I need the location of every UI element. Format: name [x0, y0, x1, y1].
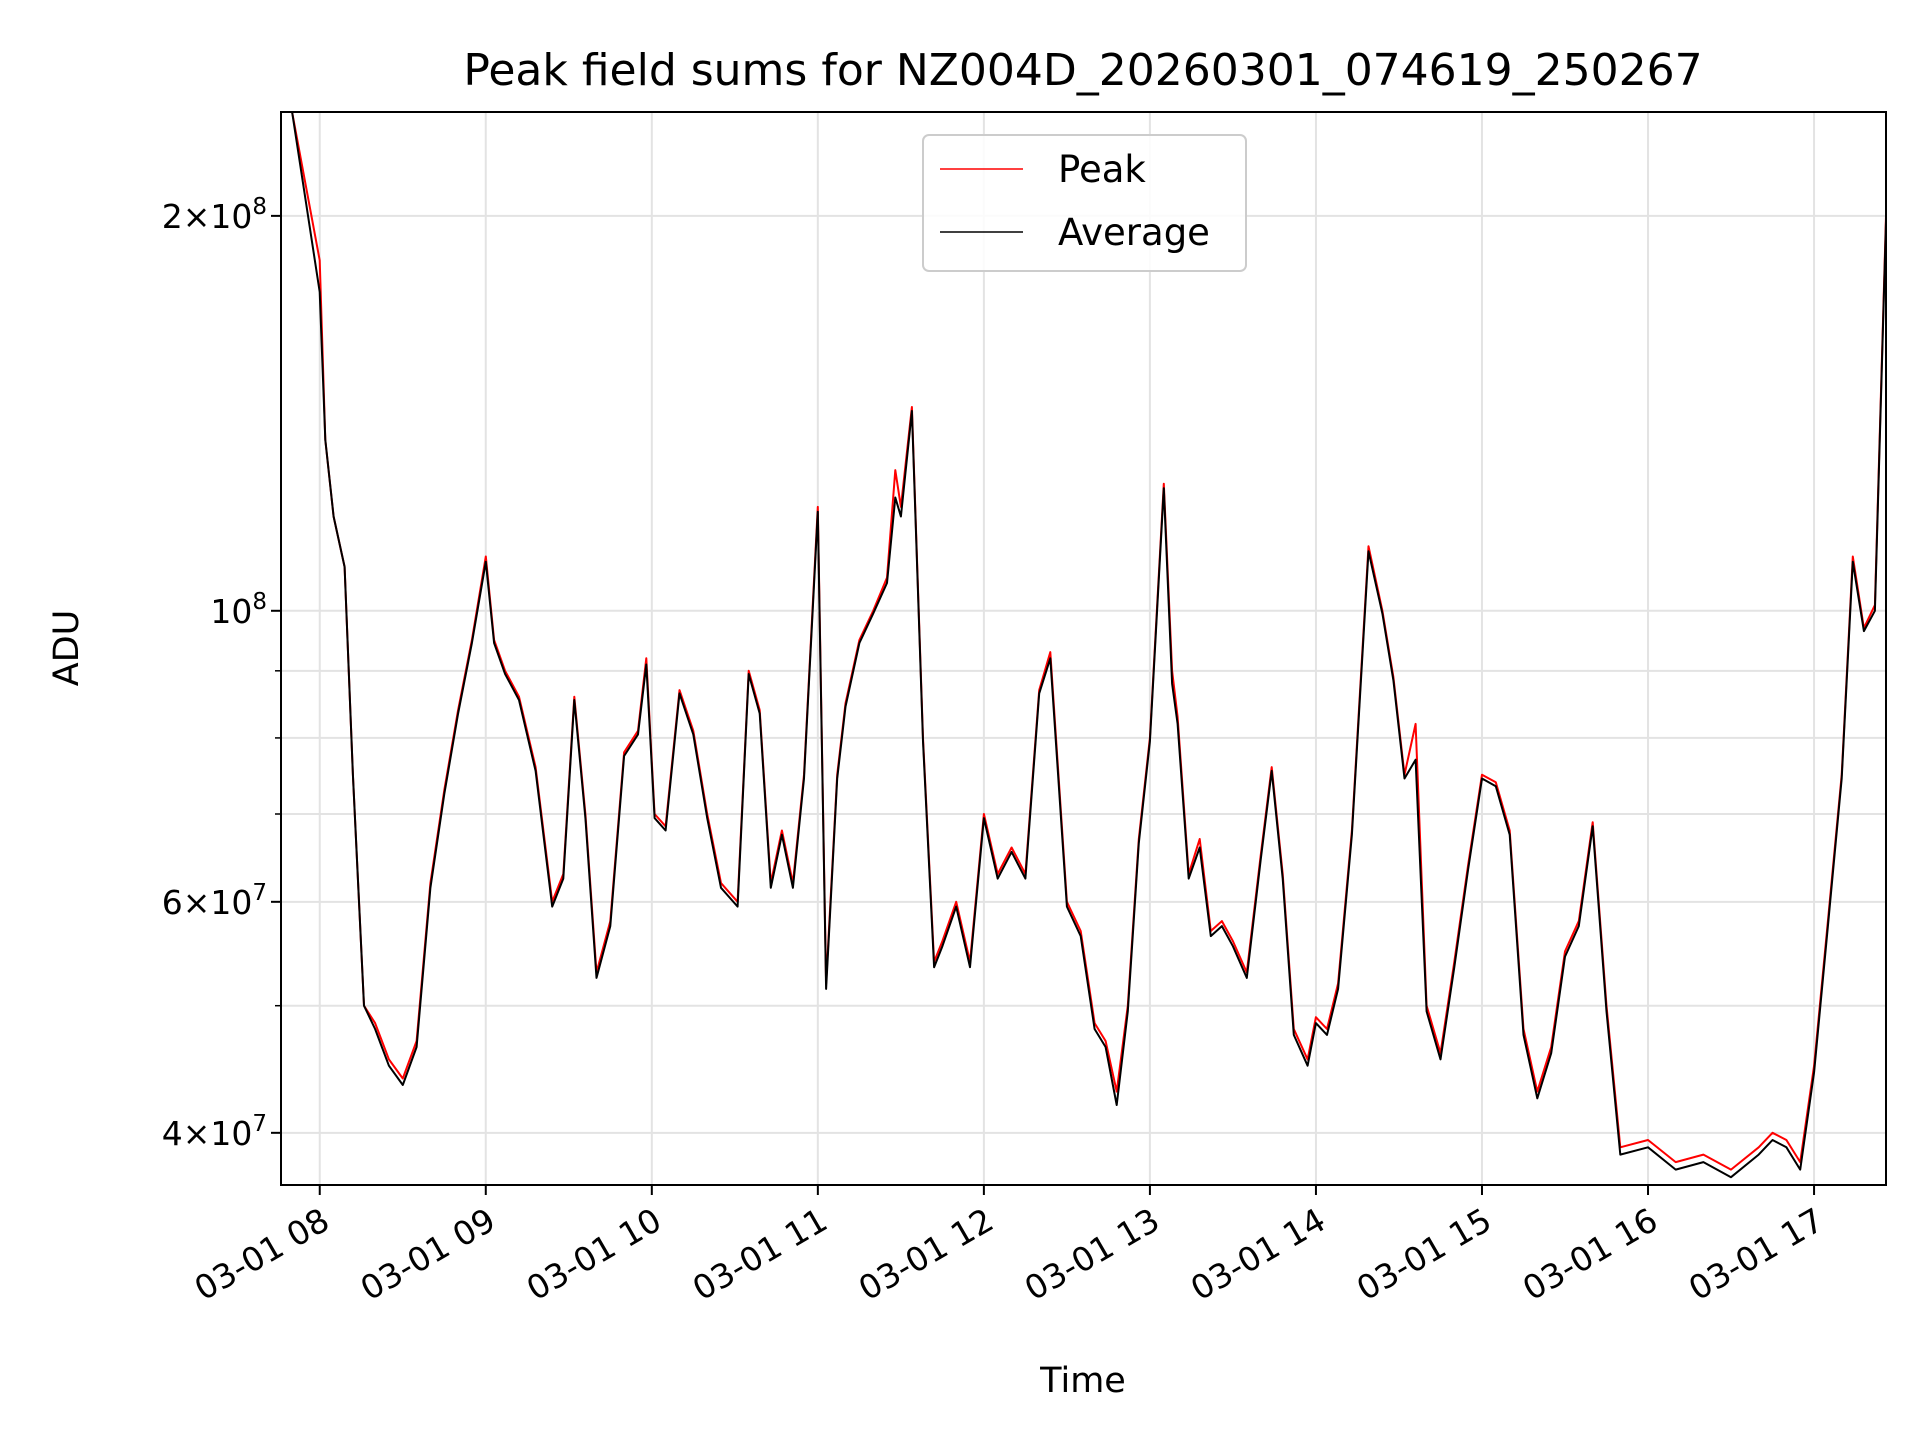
y-axis-label: ADU	[47, 610, 87, 687]
chart-title: Peak field sums for NZ004D_20260301_0746…	[463, 45, 1702, 96]
legend-label-average: Average	[1058, 211, 1210, 254]
y-tick-label: 4×107	[162, 1111, 267, 1153]
series-line-average	[291, 111, 1887, 1179]
plot-frame	[280, 111, 1887, 1186]
legend: Peak Average	[922, 134, 1247, 272]
legend-label-peak: Peak	[1058, 148, 1146, 191]
y-tick-label: 2×108	[162, 194, 267, 236]
y-tick-label: 6×107	[162, 880, 267, 922]
y-tick-label: 108	[210, 589, 267, 631]
series-layer	[291, 111, 1887, 1179]
y-axis: 4×107 6×107 108 2×108	[162, 194, 281, 1153]
x-axis-label: Time	[1039, 1361, 1126, 1401]
series-line-peak	[291, 111, 1887, 1171]
